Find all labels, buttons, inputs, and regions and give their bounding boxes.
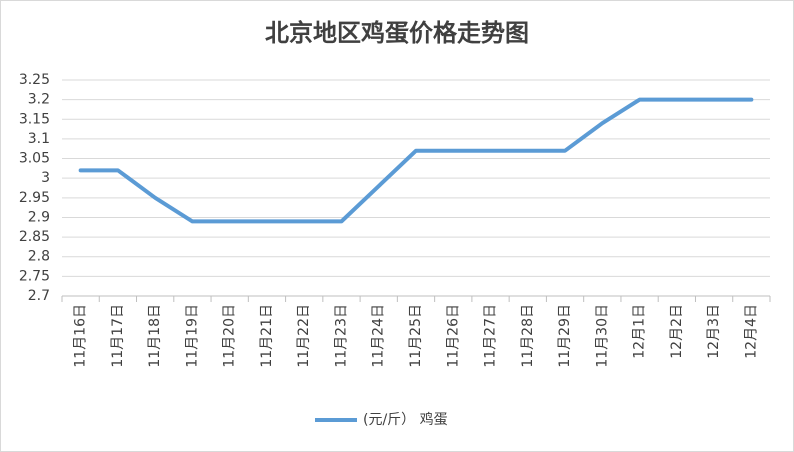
x-tick-label: 11月18日 (147, 304, 163, 368)
x-tick-label: 11月24日 (371, 304, 387, 368)
x-tick-label: 12月1日 (632, 304, 648, 359)
x-tick-label: 11月29日 (557, 304, 573, 368)
x-tick-label: 11月19日 (184, 304, 200, 368)
x-tick-label: 11月28日 (520, 304, 536, 368)
chart-title: 北京地区鸡蛋价格走势图 (265, 19, 529, 47)
y-tick-label: 2.75 (19, 268, 50, 284)
y-tick-label: 2.85 (19, 229, 50, 245)
y-tick-label: 2.7 (28, 288, 50, 304)
y-tick-label: 3.2 (28, 92, 50, 108)
y-tick-label: 3.05 (19, 151, 50, 167)
x-tick-label: 11月20日 (222, 304, 238, 368)
x-tick-label: 11月27日 (483, 304, 499, 368)
y-tick-label: 3.1 (28, 131, 50, 147)
x-tick-label: 11月30日 (594, 304, 610, 368)
line-series (78, 97, 754, 224)
x-tick-label: 11月26日 (445, 304, 461, 368)
y-tick-label: 3.15 (19, 111, 50, 127)
x-tick-label: 12月2日 (669, 304, 685, 359)
legend-label: (元/斤） 鸡蛋 (363, 411, 448, 428)
y-tick-label: 2.95 (19, 190, 50, 206)
x-tick-label: 11月17日 (110, 304, 126, 368)
y-tick-label: 3 (41, 170, 50, 186)
x-tick-label: 11月23日 (333, 304, 349, 368)
x-tick-label: 12月4日 (743, 304, 759, 359)
x-tick-label: 12月3日 (706, 304, 722, 359)
y-tick-label: 2.8 (28, 249, 50, 265)
y-tick-label: 3.25 (19, 72, 50, 88)
x-tick-label: 11月25日 (408, 304, 424, 368)
x-tick-label: 11月22日 (296, 304, 312, 368)
x-tick-label: 11月16日 (73, 304, 89, 368)
y-tick-label: 2.9 (28, 209, 50, 225)
x-tick-label: 11月21日 (259, 304, 275, 368)
